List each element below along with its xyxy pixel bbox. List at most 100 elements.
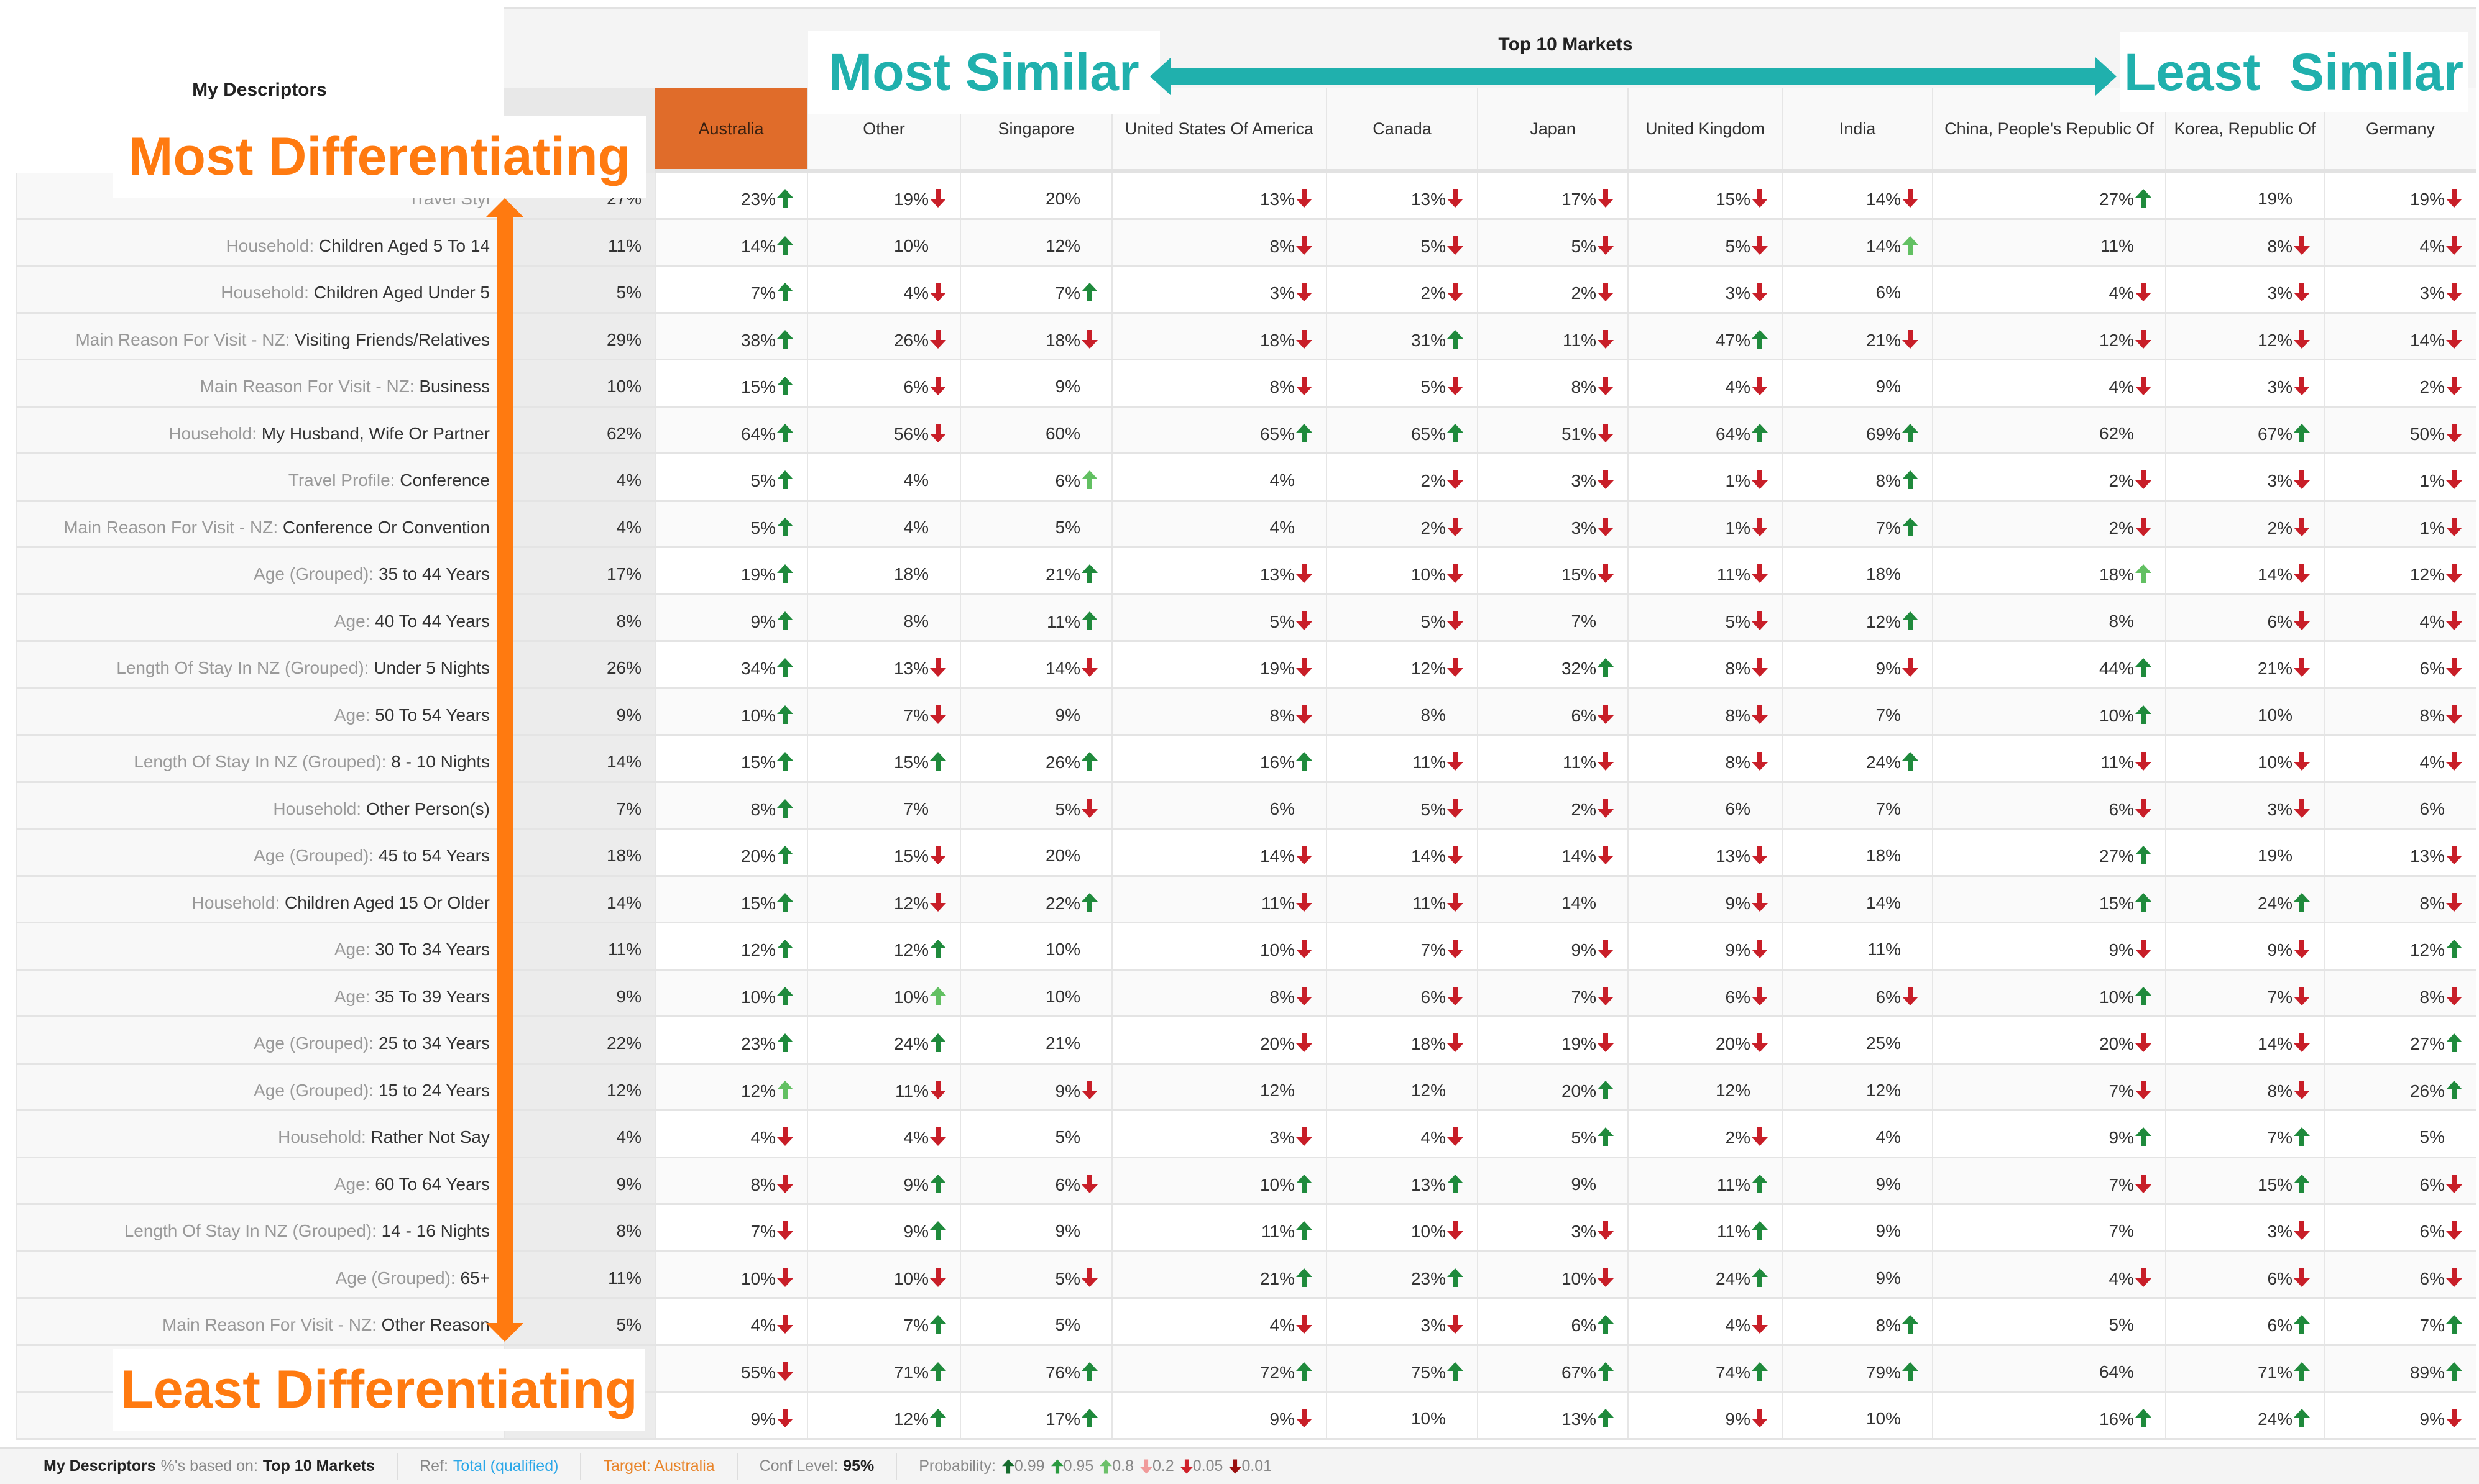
value-cell[interactable]: 3%	[1477, 501, 1627, 546]
table-row[interactable]: Age (Grouped): 15 to 24 Years 12% 12% 11% 9%…	[16, 1064, 2476, 1111]
value-cell[interactable]: 10%	[2165, 736, 2324, 781]
column-header-india[interactable]: India	[1782, 88, 1932, 169]
value-cell[interactable]: 10%	[807, 1252, 960, 1297]
value-cell[interactable]: 6%	[1477, 1299, 1627, 1344]
value-cell[interactable]: 2%	[1326, 501, 1477, 546]
value-cell[interactable]: 7%	[1326, 923, 1477, 969]
value-cell[interactable]: 14%	[655, 219, 807, 265]
value-cell[interactable]: 13%	[1477, 1393, 1627, 1438]
value-cell[interactable]: 5%	[1627, 595, 1782, 640]
value-cell[interactable]: 51%	[1477, 407, 1627, 452]
table-row[interactable]: Main Reason For Visit - NZ: Other Reason…	[16, 1299, 2476, 1346]
column-header-united-kingdom[interactable]: United Kingdom	[1627, 88, 1782, 169]
value-cell[interactable]: 7%	[1932, 1064, 2165, 1109]
value-cell[interactable]: 19%	[2165, 173, 2324, 218]
value-cell[interactable]: 34%	[655, 642, 807, 687]
value-cell[interactable]: 8%	[2165, 1064, 2324, 1109]
value-cell[interactable]: 9%	[1111, 1393, 1326, 1438]
value-cell[interactable]: 26%	[2324, 1064, 2476, 1109]
value-cell[interactable]: 4%	[1111, 501, 1326, 546]
value-cell[interactable]: 4%	[1111, 454, 1326, 500]
value-cell[interactable]: 14%	[2165, 548, 2324, 593]
value-cell[interactable]: 7%	[1782, 501, 1932, 546]
value-cell[interactable]: 6%	[1782, 267, 1932, 312]
table-row[interactable]: Age: 55 To9%12%17%9%10%13%9%10%16%24%9%	[16, 1393, 2476, 1440]
value-cell[interactable]: 4%	[1932, 360, 2165, 406]
value-cell[interactable]: 44%	[1932, 642, 2165, 687]
value-cell[interactable]: 65%	[1111, 407, 1326, 452]
value-cell[interactable]: 11%	[1932, 219, 2165, 265]
value-cell[interactable]: 38%	[655, 313, 807, 359]
value-cell[interactable]: 10%	[960, 923, 1111, 969]
value-cell[interactable]: 9%	[1627, 876, 1782, 922]
value-cell[interactable]: 10%	[1782, 1393, 1932, 1438]
footer-target-value[interactable]: Target: Australia	[603, 1457, 715, 1475]
value-cell[interactable]: 20%	[655, 830, 807, 875]
value-cell[interactable]: 10%	[960, 970, 1111, 1015]
value-cell[interactable]: 5%	[655, 454, 807, 500]
value-cell[interactable]: 14%	[1782, 219, 1932, 265]
value-cell[interactable]: 4%	[1932, 267, 2165, 312]
value-cell[interactable]: 12%	[1326, 1064, 1477, 1109]
value-cell[interactable]: 8%	[1627, 642, 1782, 687]
value-cell[interactable]: 5%	[1326, 360, 1477, 406]
table-row[interactable]: Length Of Stay In NZ (Grouped): 8 - 10 N…	[16, 736, 2476, 783]
value-cell[interactable]: 11%	[1326, 876, 1477, 922]
value-cell[interactable]: 7%	[1782, 689, 1932, 734]
value-cell[interactable]: 9%	[807, 1205, 960, 1250]
value-cell[interactable]: 9%	[1782, 360, 1932, 406]
value-cell[interactable]: 18%	[1782, 548, 1932, 593]
value-cell[interactable]: 12%	[2324, 923, 2476, 969]
value-cell[interactable]: 18%	[1326, 1017, 1477, 1063]
value-cell[interactable]: 1%	[1627, 501, 1782, 546]
value-cell[interactable]: 9%	[1477, 923, 1627, 969]
value-cell[interactable]: 26%	[807, 313, 960, 359]
value-cell[interactable]: 14%	[1111, 830, 1326, 875]
value-cell[interactable]: 10%	[655, 1252, 807, 1297]
value-cell[interactable]: 9%	[807, 1158, 960, 1203]
value-cell[interactable]: 12%	[2165, 313, 2324, 359]
column-header-canada[interactable]: Canada	[1326, 88, 1477, 169]
value-cell[interactable]: 9%	[1782, 642, 1932, 687]
value-cell[interactable]: 15%	[1477, 548, 1627, 593]
value-cell[interactable]: 8%	[2324, 689, 2476, 734]
value-cell[interactable]: 3%	[1477, 1205, 1627, 1250]
value-cell[interactable]: 11%	[1477, 736, 1627, 781]
value-cell[interactable]: 11%	[1111, 1205, 1326, 1250]
value-cell[interactable]: 14%	[1782, 876, 1932, 922]
value-cell[interactable]: 10%	[2165, 689, 2324, 734]
value-cell[interactable]: 21%	[2165, 642, 2324, 687]
value-cell[interactable]: 5%	[1477, 219, 1627, 265]
value-cell[interactable]: 5%	[1477, 1111, 1627, 1157]
value-cell[interactable]: 9%	[960, 1205, 1111, 1250]
value-cell[interactable]: 65%	[1326, 407, 1477, 452]
value-cell[interactable]: 7%	[2324, 1299, 2476, 1344]
value-cell[interactable]: 7%	[1477, 970, 1627, 1015]
value-cell[interactable]: 12%	[960, 219, 1111, 265]
table-row[interactable]: Household: My Husband, Wife Or Partner 62…	[16, 407, 2476, 454]
value-cell[interactable]: 3%	[1111, 1111, 1326, 1157]
value-cell[interactable]: 21%	[960, 548, 1111, 593]
value-cell[interactable]: 12%	[1932, 313, 2165, 359]
value-cell[interactable]: 13%	[1326, 173, 1477, 218]
table-row[interactable]: Age (Grouped): 25 to 34 Years 22% 23% 24% 21…	[16, 1017, 2476, 1065]
value-cell[interactable]: 14%	[1782, 173, 1932, 218]
value-cell[interactable]: 17%	[1477, 173, 1627, 218]
value-cell[interactable]: 4%	[807, 267, 960, 312]
value-cell[interactable]: 9%	[2324, 1393, 2476, 1438]
value-cell[interactable]: 11%	[1627, 1158, 1782, 1203]
value-cell[interactable]: 15%	[1932, 876, 2165, 922]
value-cell[interactable]: 55%	[655, 1345, 807, 1391]
value-cell[interactable]: 9%	[1782, 1158, 1932, 1203]
value-cell[interactable]: 11%	[1627, 548, 1782, 593]
value-cell[interactable]: 6%	[2324, 1205, 2476, 1250]
value-cell[interactable]: 7%	[1782, 782, 1932, 828]
value-cell[interactable]: 22%	[960, 876, 1111, 922]
value-cell[interactable]: 9%	[1932, 923, 2165, 969]
value-cell[interactable]: 10%	[807, 970, 960, 1015]
value-cell[interactable]: 47%	[1627, 313, 1782, 359]
value-cell[interactable]: 4%	[2324, 595, 2476, 640]
value-cell[interactable]: 8%	[2324, 970, 2476, 1015]
descriptor-label[interactable]: Length Of Stay In NZ (Grouped): 14 - 16 …	[16, 1205, 504, 1250]
descriptor-label[interactable]: Age: 40 To 44 Years	[16, 595, 504, 640]
